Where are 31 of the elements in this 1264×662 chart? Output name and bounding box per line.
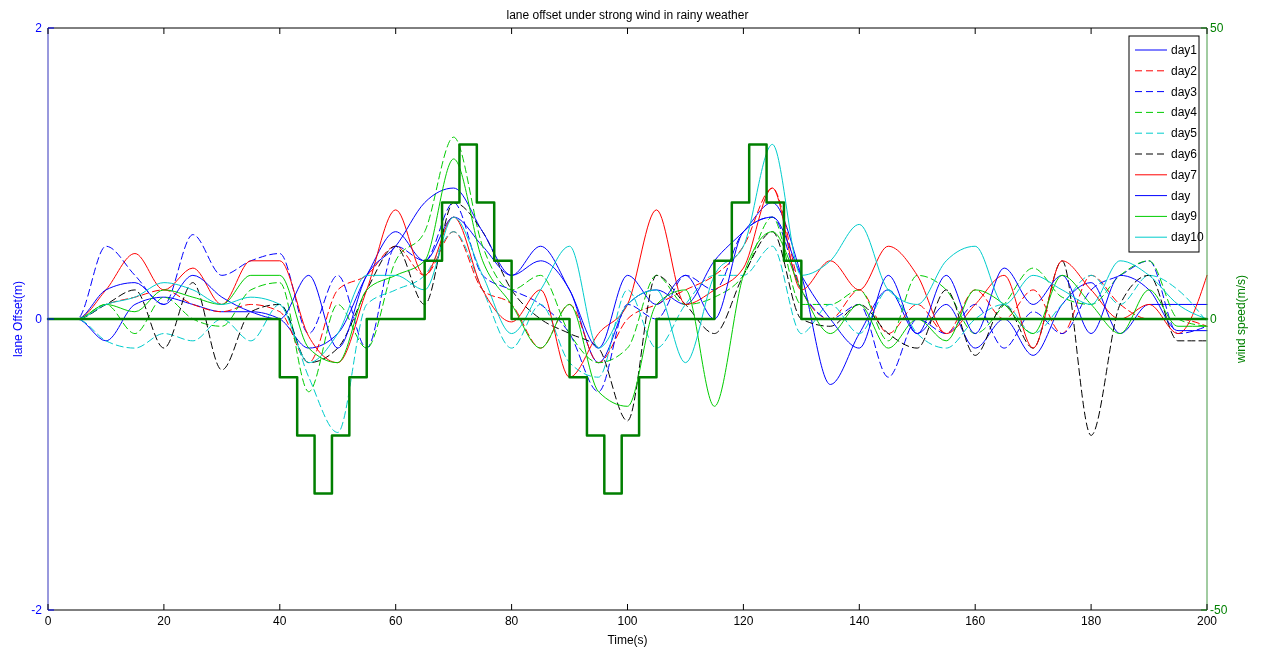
legend-label: day7 (1171, 167, 1198, 182)
x-tick-label: 20 (157, 614, 171, 628)
x-tick-label: 200 (1196, 614, 1218, 628)
x-tick-label: 140 (849, 614, 870, 628)
legend-label: day2 (1171, 63, 1198, 78)
x-tick-label: 180 (1081, 614, 1102, 628)
legend-label: day4 (1171, 105, 1198, 120)
y2-tick-label: 50 (1210, 21, 1224, 35)
x-tick-label: 0 (44, 614, 52, 628)
chart-title: lane offset under strong wind in rainy weather (506, 8, 749, 22)
x-tick-label: 60 (389, 614, 403, 628)
legend-label: day10 (1171, 230, 1205, 245)
y-tick-label: 0 (35, 312, 43, 326)
legend-label: day3 (1171, 84, 1198, 99)
legend-label: day5 (1171, 126, 1198, 141)
y2-tick-label: -50 (1210, 603, 1228, 617)
x-tick-label: 80 (504, 614, 519, 628)
x-tick-label: 100 (617, 614, 638, 628)
x-tick-label: 160 (965, 614, 986, 628)
x-tick-label: 120 (733, 614, 754, 628)
x-tick-label: 40 (273, 614, 287, 628)
y-tick-label: 2 (35, 21, 43, 35)
x-axis-title: Time(s) (607, 633, 648, 647)
y-axis-title: lane Offset(m) (11, 281, 25, 357)
y-tick-label: -2 (31, 603, 43, 617)
y2-tick-label: 0 (1210, 312, 1217, 326)
legend-label: day (1171, 188, 1191, 203)
legend-label: day6 (1171, 147, 1198, 161)
y2-axis-title: wind speed(m/s) (1234, 274, 1248, 365)
legend-label: day9 (1171, 209, 1198, 224)
legend-label: day1 (1171, 43, 1198, 57)
